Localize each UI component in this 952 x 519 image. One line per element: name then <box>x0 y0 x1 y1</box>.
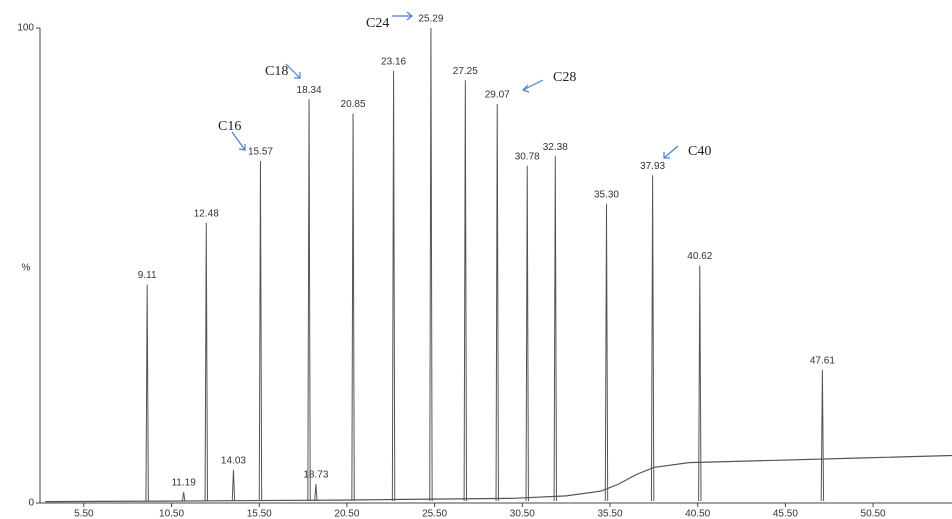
peak <box>181 492 186 502</box>
peak <box>553 156 557 502</box>
arrow <box>231 131 246 151</box>
x-tick-label: 35.50 <box>597 509 622 519</box>
arrow <box>285 63 301 79</box>
peak-label: 9.11 <box>138 270 157 281</box>
peak <box>495 103 499 502</box>
peak-label: 30.78 <box>515 151 540 162</box>
y-axis-label: % <box>22 263 31 274</box>
arrow <box>521 79 544 93</box>
peak-label: 47.61 <box>810 356 835 367</box>
x-tick-label: 50.50 <box>861 509 886 519</box>
peak-label: 15.57 <box>248 147 273 158</box>
x-tick-label: 25.50 <box>422 509 447 519</box>
peak <box>258 160 263 502</box>
peak <box>525 165 529 502</box>
peak <box>650 175 655 502</box>
x-tick-label: 40.50 <box>685 509 710 519</box>
peak <box>307 99 311 502</box>
peak-label: 25.29 <box>418 14 443 25</box>
annotation: C28 <box>553 70 576 85</box>
peak-label: 29.07 <box>485 90 510 101</box>
peak <box>429 27 433 502</box>
peak-label: 12.48 <box>194 208 219 219</box>
y-tick-label: 0 <box>28 498 34 509</box>
peak-label: 32.38 <box>543 142 568 153</box>
peak-label: 40.62 <box>687 251 712 262</box>
peak-label: 11.19 <box>171 478 196 489</box>
peak <box>463 80 468 502</box>
annotation: C40 <box>688 144 711 159</box>
peak <box>314 483 318 502</box>
annotation: C24 <box>366 16 389 31</box>
peak <box>698 265 702 502</box>
peak-label: 18.73 <box>303 470 328 481</box>
y-tick-label: 100 <box>17 23 34 34</box>
peak-label: 27.25 <box>453 66 478 77</box>
peak <box>231 469 236 502</box>
annotation: C16 <box>218 119 241 134</box>
x-tick-label: 5.50 <box>74 509 94 519</box>
x-tick-label: 45.50 <box>773 509 798 519</box>
peak <box>204 222 208 502</box>
x-tick-label: 30.50 <box>510 509 535 519</box>
x-tick-label: 20.50 <box>334 509 359 519</box>
peak-label: 14.03 <box>221 455 246 466</box>
peak <box>604 203 609 502</box>
x-tick-label: 10.50 <box>159 509 184 519</box>
peak <box>351 113 355 502</box>
peak-label: 23.16 <box>381 56 406 67</box>
arrow <box>663 145 679 159</box>
x-tick-label: 15.50 <box>247 509 272 519</box>
peak-label: 37.93 <box>640 161 665 172</box>
peak-label: 18.34 <box>297 85 322 96</box>
peak <box>145 284 149 502</box>
arrow <box>392 11 413 21</box>
peak <box>820 369 825 502</box>
baseline-trace <box>45 454 952 503</box>
annotation: C18 <box>265 64 288 79</box>
peak-label: 20.85 <box>341 99 366 110</box>
peak-label: 35.30 <box>594 189 619 200</box>
peak <box>391 70 396 502</box>
